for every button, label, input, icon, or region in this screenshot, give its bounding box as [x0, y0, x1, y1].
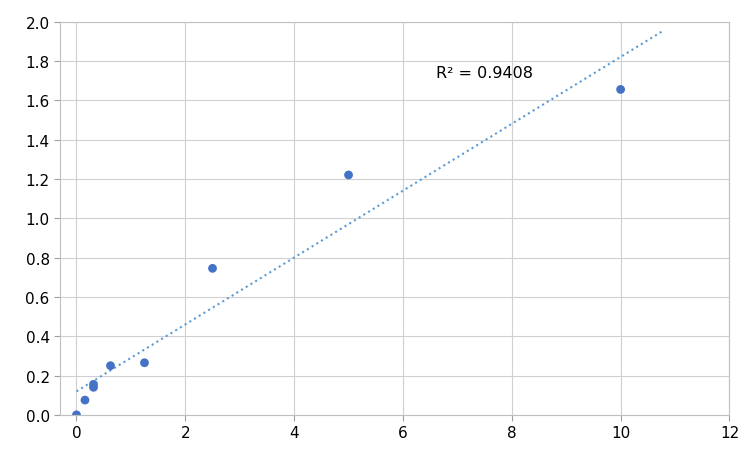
Point — [79, 396, 91, 404]
Point — [71, 411, 83, 419]
Point — [342, 172, 354, 179]
Point — [614, 87, 626, 94]
Text: R² = 0.9408: R² = 0.9408 — [435, 65, 532, 80]
Point — [138, 359, 150, 367]
Point — [87, 384, 99, 391]
Point — [105, 362, 117, 369]
Point — [207, 265, 219, 272]
Point — [87, 381, 99, 388]
